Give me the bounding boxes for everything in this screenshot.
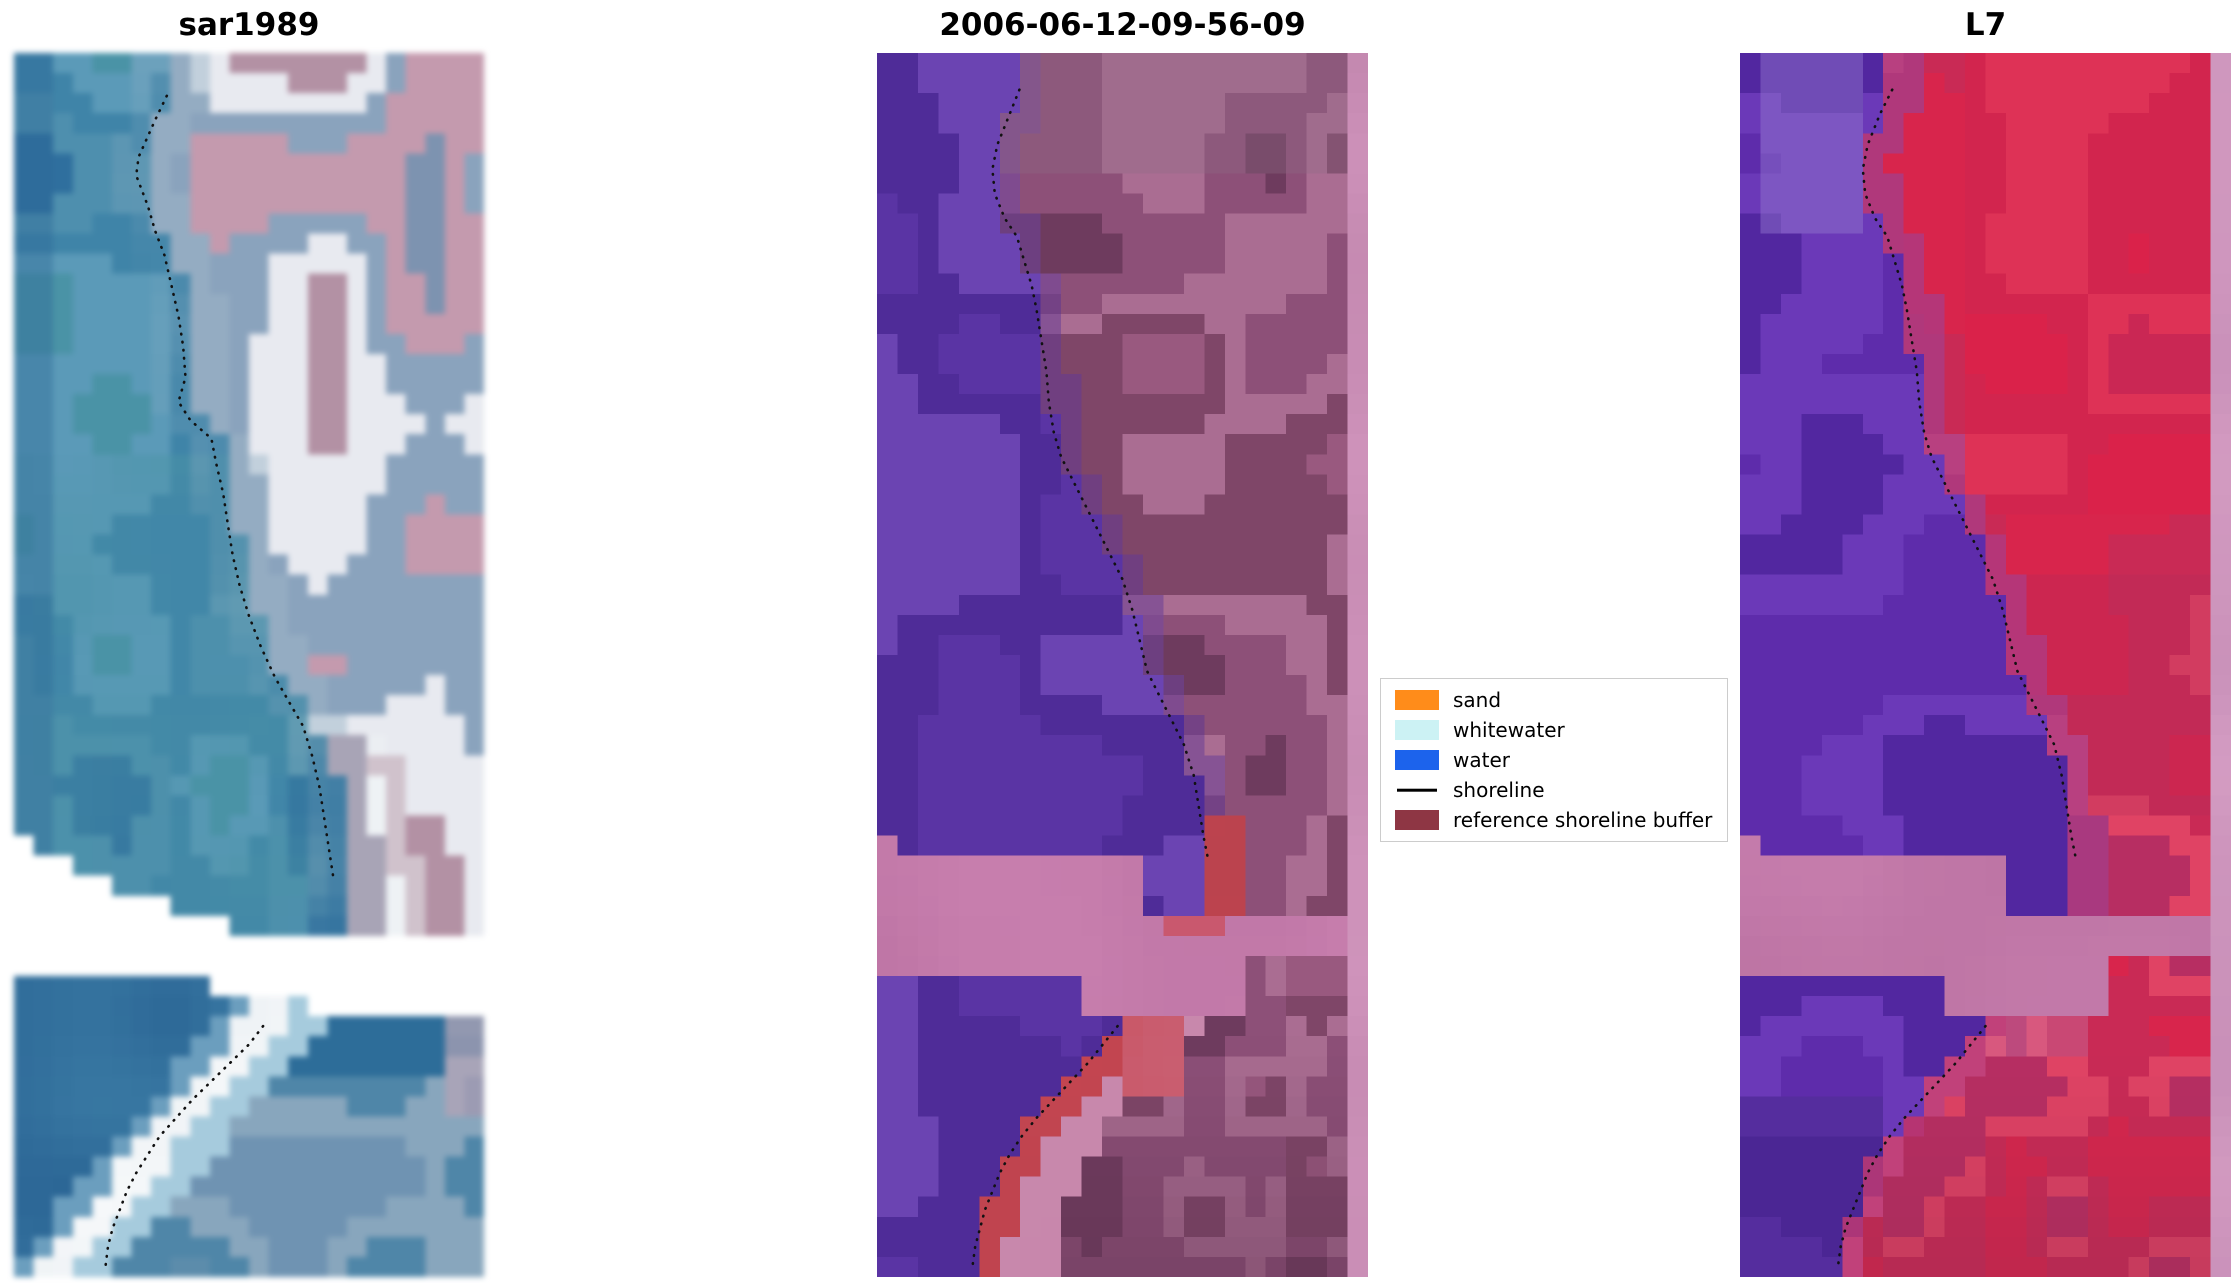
panel-2006-06-12-09-56-09: 2006-06-12-09-56-09 — [877, 7, 1368, 1277]
legend-label-sand: sand — [1453, 688, 1502, 712]
legend-label-shoreline: shoreline — [1453, 778, 1545, 802]
panel-title-l7: L7 — [1964, 7, 2007, 43]
legend: sand whitewater water shoreline referenc… — [1380, 678, 1728, 842]
satellite-image-sar1989 — [14, 53, 484, 1277]
legend-swatch-sand — [1395, 690, 1439, 710]
panel-l7: L7 — [1740, 7, 2231, 1277]
legend-swatch-water — [1395, 750, 1439, 770]
legend-label-whitewater: whitewater — [1453, 718, 1565, 742]
legend-entry-reference-shoreline-buffer: reference shoreline buffer — [1395, 809, 1713, 831]
legend-swatch-whitewater — [1395, 720, 1439, 740]
satellite-image-2006 — [877, 53, 1368, 1277]
legend-swatch-reference-shoreline-buffer — [1395, 810, 1439, 830]
panel-title-2006: 2006-06-12-09-56-09 — [939, 7, 1306, 43]
panel-sar1989: sar1989 — [14, 7, 484, 1277]
legend-entry-whitewater: whitewater — [1395, 719, 1713, 741]
legend-label-water: water — [1453, 748, 1510, 772]
legend-label-reference-shoreline-buffer: reference shoreline buffer — [1453, 808, 1713, 832]
legend-entry-water: water — [1395, 749, 1713, 771]
legend-entry-shoreline: shoreline — [1395, 779, 1713, 801]
satellite-image-l7 — [1740, 53, 2231, 1277]
panel-title-sar1989: sar1989 — [178, 7, 320, 43]
legend-entry-sand: sand — [1395, 689, 1713, 711]
legend-line-shoreline — [1395, 780, 1439, 800]
